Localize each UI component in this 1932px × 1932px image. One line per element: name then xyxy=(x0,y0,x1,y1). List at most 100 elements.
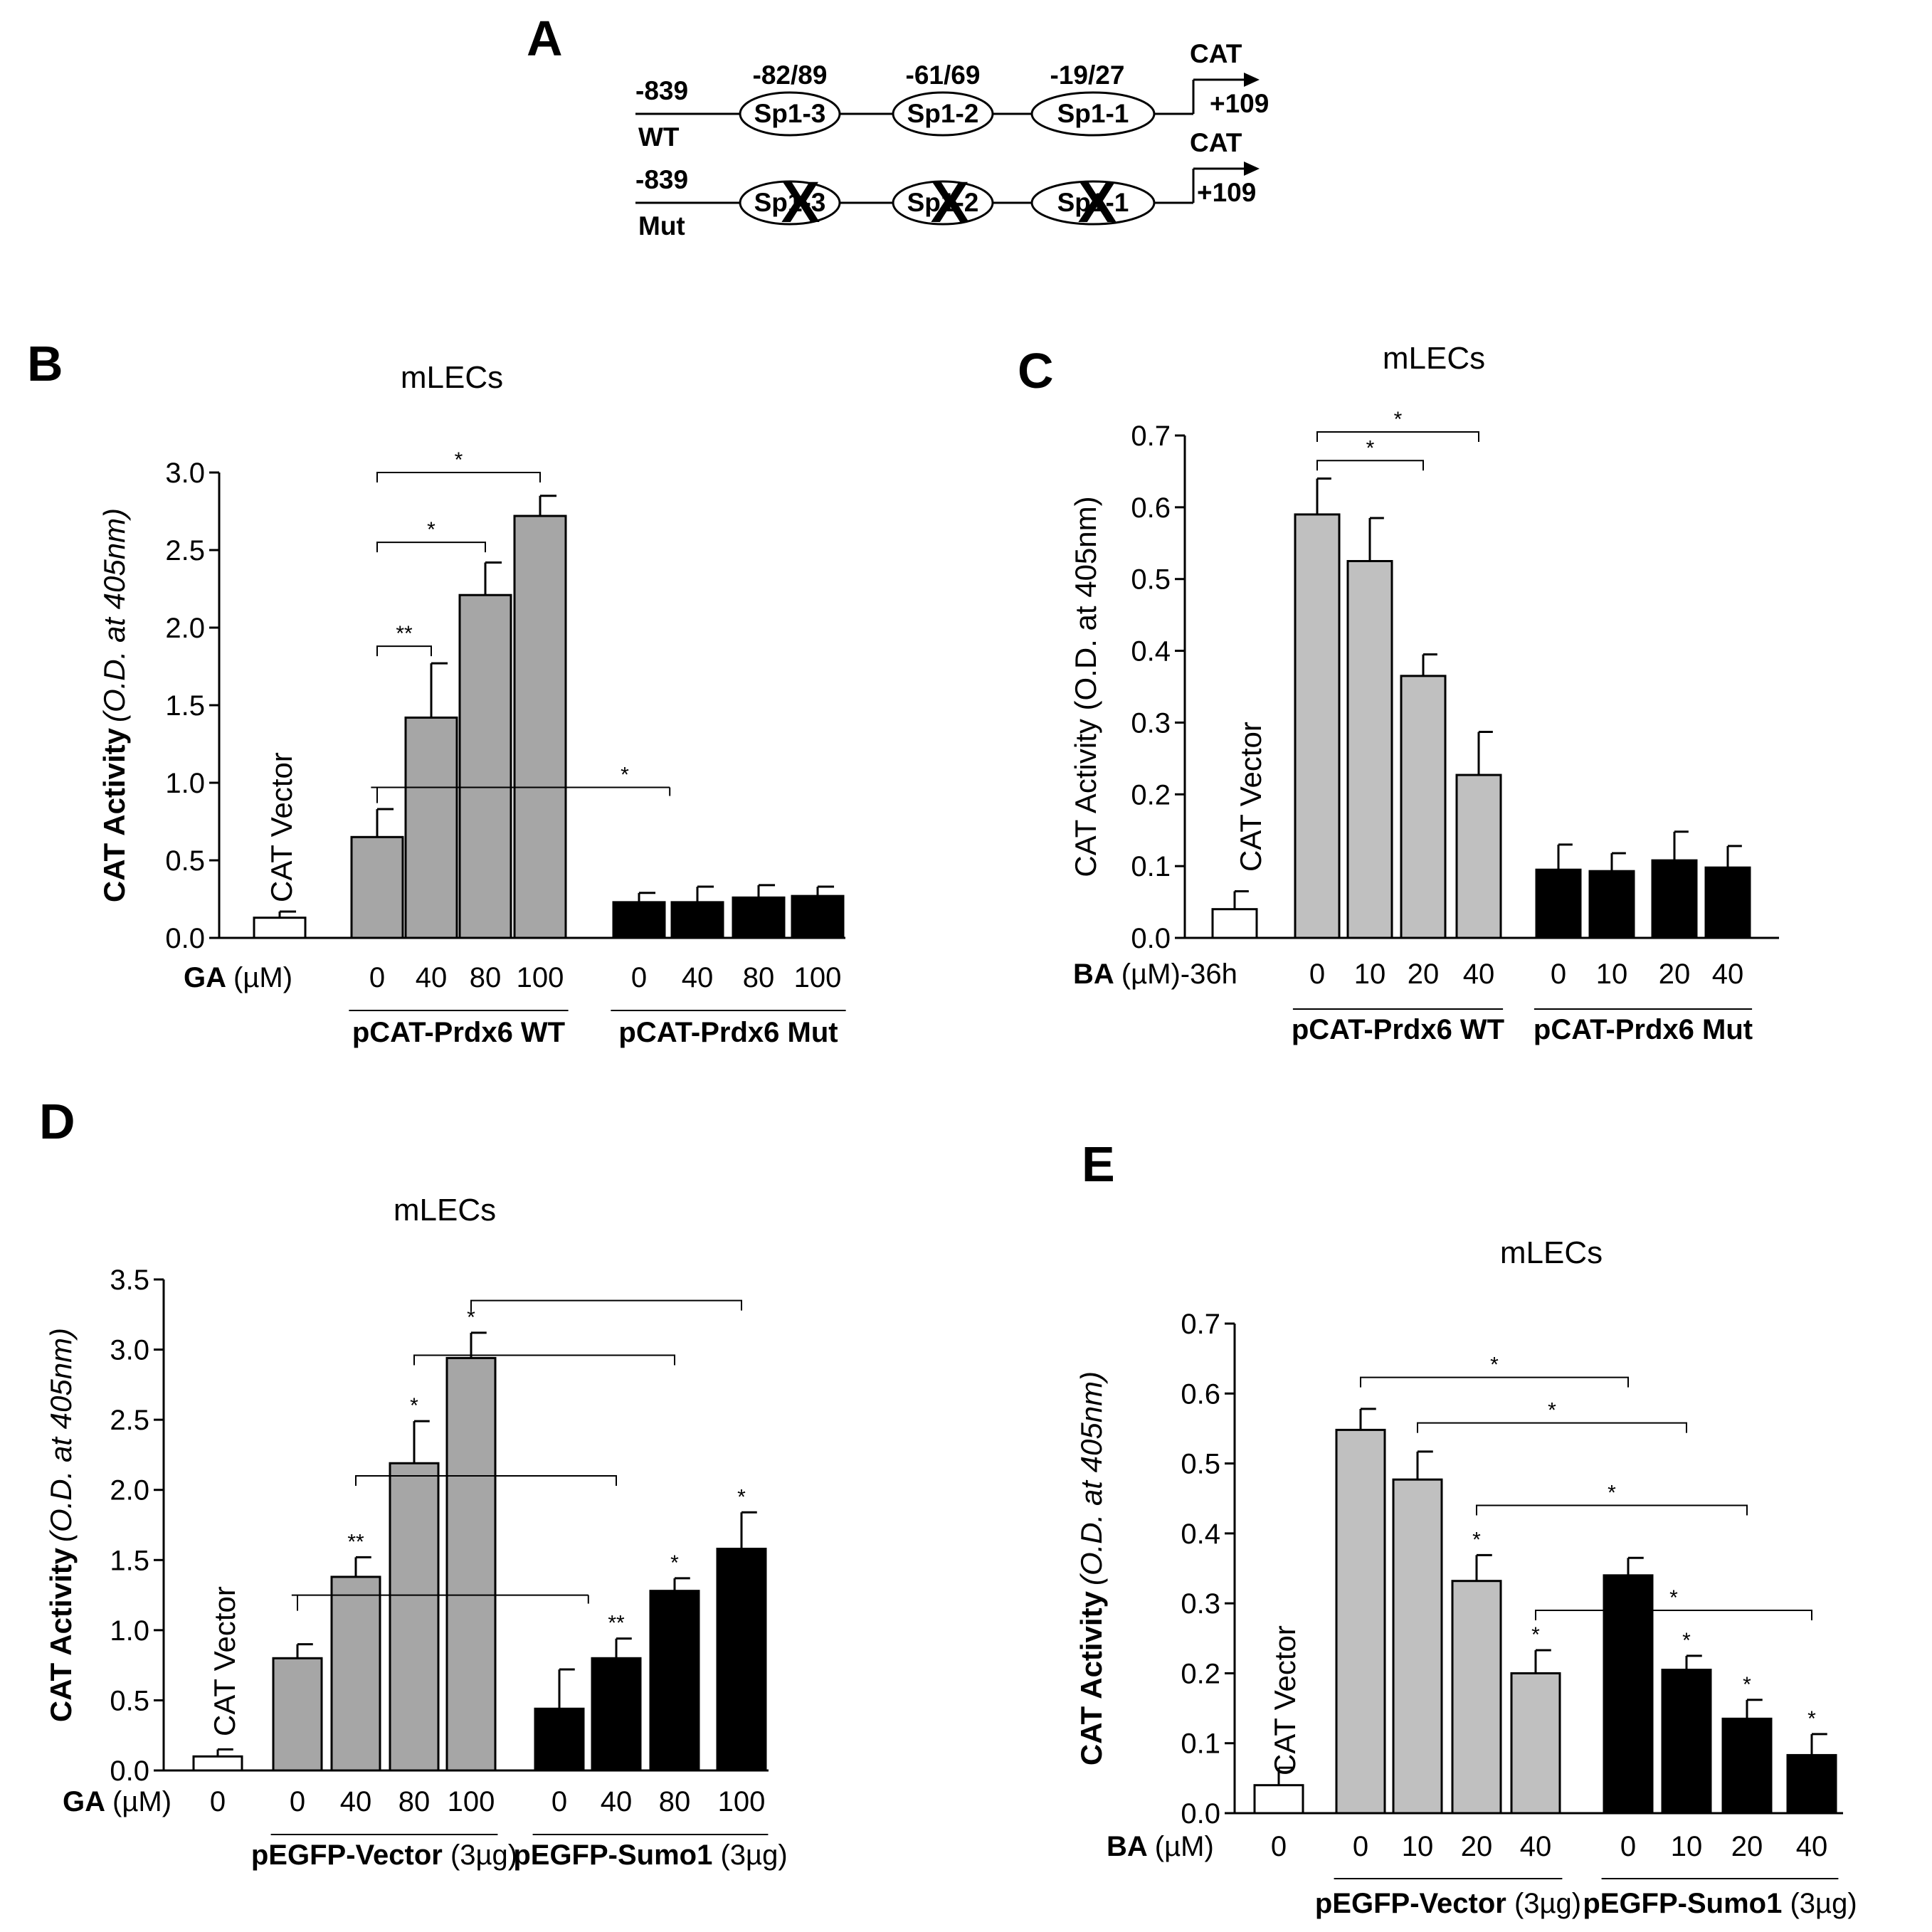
x-tick-label: 40 xyxy=(340,1786,372,1817)
y-axis-label: CAT Activity (O.D. at 405nm) xyxy=(44,1328,78,1722)
sp1-site-ellipse xyxy=(892,180,994,226)
group-label-amount: (3µg) xyxy=(712,1839,787,1871)
bar-significance-star: * xyxy=(670,1551,679,1575)
bar xyxy=(591,1657,642,1772)
chart-title: mLECs xyxy=(1383,341,1485,376)
sp1-site-label: Sp1-1 xyxy=(1057,99,1129,128)
y-tick-label: 0.2 xyxy=(1131,779,1171,811)
significance-label: * xyxy=(1608,1482,1616,1505)
y-tick-label: 2.5 xyxy=(110,1405,149,1436)
bar xyxy=(1535,868,1582,939)
y-axis-label-text: CAT Activity (O.D. at 405nm) xyxy=(1069,496,1102,877)
group-label: pCAT-Prdx6 WT xyxy=(1292,1014,1504,1045)
sp1-site-label: Sp1-2 xyxy=(907,188,979,217)
y-tick-label: 1.0 xyxy=(165,768,205,799)
bar-significance-star: * xyxy=(1743,1673,1751,1696)
bar xyxy=(791,894,845,939)
x-axis-label: GA (µM) xyxy=(184,962,292,993)
bar xyxy=(253,917,307,939)
x-tick-label: 40 xyxy=(416,962,448,993)
group-label: pCAT-Prdx6 WT xyxy=(352,1017,565,1048)
y-tick-label: 0.0 xyxy=(165,923,205,954)
panel-label: D xyxy=(39,1094,75,1149)
x-tick-label: 80 xyxy=(659,1786,691,1817)
group-label-name: pEGFP-Vector xyxy=(1315,1888,1506,1919)
x-axis-label-unit: (µM) xyxy=(233,962,292,993)
x-tick-label: 10 xyxy=(1354,959,1386,990)
x-axis-label-main: GA xyxy=(184,962,226,993)
bar xyxy=(1253,1784,1304,1815)
bar xyxy=(612,901,666,939)
bar xyxy=(732,896,786,939)
y-tick-label: 0.5 xyxy=(110,1685,149,1716)
bar-significance-star: ** xyxy=(608,1612,625,1635)
bar xyxy=(1211,908,1258,939)
bar xyxy=(1294,513,1341,939)
x-tick-label: 0 xyxy=(631,962,647,993)
y-tick-label: 0.1 xyxy=(1131,851,1171,882)
site-position-sp1-1: -19/27 xyxy=(1050,60,1125,90)
bar xyxy=(445,1356,497,1772)
group-label-name: pEGFP-Sumo1 xyxy=(513,1839,712,1871)
sp1-site-ellipse xyxy=(1030,91,1156,137)
panel-label: B xyxy=(27,336,63,391)
x-tick-label: 40 xyxy=(1712,959,1744,990)
site-position-sp1-3: -82/89 xyxy=(753,60,828,90)
bar xyxy=(1704,866,1751,939)
vector-label: CAT Vector xyxy=(1234,722,1267,872)
group-label-amount: (3µg) xyxy=(443,1839,517,1871)
bar xyxy=(1721,1717,1773,1815)
bar xyxy=(716,1548,767,1772)
bar xyxy=(1335,1428,1386,1815)
x-tick-label: 40 xyxy=(1520,1831,1552,1862)
y-tick-label: 0.7 xyxy=(1131,421,1171,452)
y-axis-label-bold: CAT Activity xyxy=(1075,1590,1108,1765)
group-label-amount: (3µg) xyxy=(1782,1888,1857,1919)
y-tick-label: 0.6 xyxy=(1131,492,1171,524)
significance-label: * xyxy=(1490,1353,1499,1377)
y-tick-label: 0.4 xyxy=(1181,1519,1220,1550)
y-tick-label: 1.5 xyxy=(110,1545,149,1576)
group-label-name: pEGFP-Sumo1 xyxy=(1583,1888,1782,1919)
bar-significance-star: * xyxy=(467,1306,475,1329)
sp1-site-label: Sp1-3 xyxy=(754,99,826,128)
group-label: pEGFP-Sumo1 (3µg) xyxy=(1583,1888,1857,1919)
bar xyxy=(1510,1672,1561,1815)
group-label-name: pEGFP-Vector xyxy=(251,1839,443,1871)
x-tick-label: 20 xyxy=(1731,1831,1763,1862)
significance-bracket xyxy=(1316,460,1424,471)
significance-bracket xyxy=(413,1354,675,1366)
chart-title: mLECs xyxy=(1500,1235,1603,1270)
y-axis-label-bold: CAT Activity xyxy=(97,727,131,902)
x-tick-label: 0 xyxy=(1620,1831,1636,1862)
x-tick-label: 100 xyxy=(718,1786,766,1817)
arrow-head-icon xyxy=(1244,73,1260,87)
bar xyxy=(272,1657,323,1772)
y-tick-label: 0.5 xyxy=(1131,564,1171,596)
x-tick-label: 80 xyxy=(743,962,775,993)
x-tick-label: 0 xyxy=(369,962,385,993)
x-tick-label: 0 xyxy=(290,1786,305,1817)
y-axis-label-bold: CAT Activity xyxy=(44,1547,78,1722)
significance-bracket xyxy=(1417,1422,1687,1433)
significance-label: * xyxy=(1669,1586,1678,1610)
x-axis-label-unit: (µM) xyxy=(1155,1831,1214,1862)
group-label: pEGFP-Sumo1 (3µg) xyxy=(513,1839,787,1871)
row-label: WT xyxy=(638,122,680,152)
y-tick-label: 2.0 xyxy=(110,1475,149,1506)
bar xyxy=(1346,560,1393,939)
y-tick-label: 2.0 xyxy=(165,613,205,644)
y-axis-label: CAT Activity (O.D. at 405nm) xyxy=(97,508,131,902)
x-tick-label: 20 xyxy=(1408,959,1440,990)
significance-label: * xyxy=(621,764,629,787)
significance-bracket xyxy=(355,1475,617,1486)
x-axis-label-main: BA xyxy=(1107,1831,1148,1862)
group-label: pEGFP-Vector (3µg) xyxy=(251,1839,517,1871)
bar-significance-star: * xyxy=(1807,1707,1816,1731)
